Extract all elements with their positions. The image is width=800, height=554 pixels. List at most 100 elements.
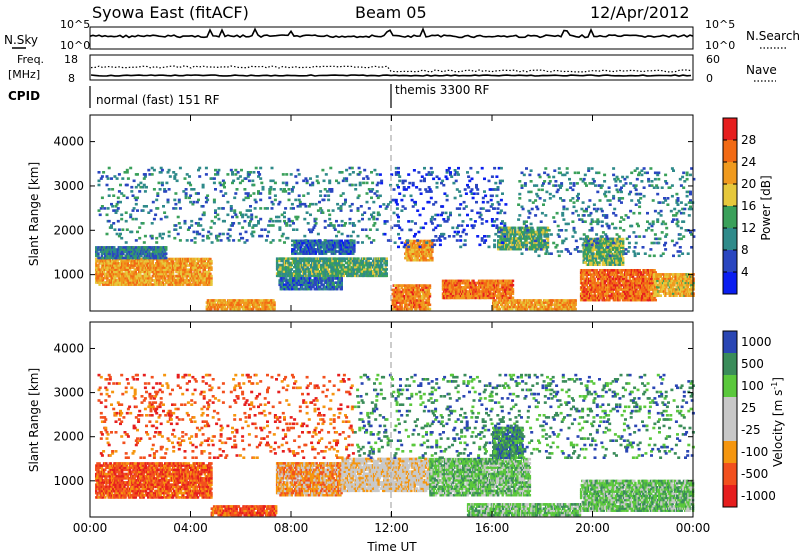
power-cell <box>176 268 179 271</box>
power-cell <box>97 256 100 260</box>
power-cell <box>337 268 340 271</box>
power-cell <box>353 257 357 260</box>
power-cell <box>114 266 117 269</box>
noise-left-tick-bottom: 10^0 <box>60 39 90 52</box>
power-cell <box>304 259 307 263</box>
power-cell <box>338 272 341 275</box>
power-cell <box>174 281 177 284</box>
nave-tick-top: 60 <box>706 53 720 66</box>
power-cell <box>279 274 282 278</box>
freq-label: Freq. <box>17 53 44 66</box>
power-cell <box>349 268 352 271</box>
power-cell <box>101 264 105 267</box>
power-cell <box>167 274 170 278</box>
power-cell <box>164 279 167 282</box>
power-cell <box>102 281 106 284</box>
power-cell <box>279 270 282 273</box>
power-cell <box>182 283 185 286</box>
power-cell <box>210 283 213 286</box>
power-cell <box>156 259 159 263</box>
power-cell <box>167 268 170 271</box>
power-cell <box>305 268 308 271</box>
power-cell <box>147 262 150 265</box>
power-cell <box>171 281 175 284</box>
power-cell <box>353 274 357 278</box>
power-cell <box>151 283 154 286</box>
power-cell <box>210 274 213 278</box>
power-cell <box>257 299 260 302</box>
power-cell <box>273 303 276 307</box>
power-cell <box>300 265 304 269</box>
power-cell <box>176 262 179 265</box>
power-cell <box>428 303 432 307</box>
power-cell <box>202 262 205 265</box>
power-cell <box>511 283 515 287</box>
power-cell <box>135 254 139 258</box>
power-cell <box>202 272 205 276</box>
power-cell <box>301 268 305 271</box>
power-cell <box>161 248 165 251</box>
power-cell <box>308 259 312 263</box>
power-cell <box>334 257 338 260</box>
power-cell <box>139 248 142 251</box>
power-cell <box>511 296 515 300</box>
power-cell <box>168 270 171 274</box>
power-cell <box>309 274 313 278</box>
power-cell <box>139 272 142 276</box>
power-cell <box>301 263 305 267</box>
power-cell <box>186 264 189 267</box>
power-cell <box>176 264 179 267</box>
power-cell <box>270 303 273 307</box>
power-cell <box>164 250 167 253</box>
power-cell <box>259 299 263 302</box>
noise-sky-line <box>89 27 694 39</box>
power-cell <box>100 250 104 253</box>
power-cell <box>165 256 168 260</box>
power-cell <box>238 307 241 311</box>
power-cell <box>251 301 255 304</box>
power-cell <box>199 268 202 271</box>
power-cell <box>294 274 297 278</box>
power-cell <box>109 279 113 282</box>
power-cell <box>141 262 144 265</box>
power-cell <box>187 279 191 282</box>
power-cell <box>272 299 275 302</box>
power-cell <box>322 261 325 265</box>
power-cell <box>178 281 182 284</box>
power-cell <box>344 272 348 275</box>
power-cell <box>95 266 98 269</box>
power-cell <box>265 305 268 309</box>
power-cell <box>130 276 133 280</box>
power-cell <box>132 246 135 249</box>
power-cell <box>230 303 233 307</box>
power-cell <box>122 248 125 251</box>
power-cell <box>210 266 213 269</box>
power-cell <box>202 274 205 278</box>
power-cell <box>546 226 550 230</box>
power-cell <box>363 257 366 260</box>
power-cell <box>128 264 132 267</box>
power-cell <box>154 272 158 276</box>
power-cell <box>114 279 117 282</box>
power-cell <box>294 263 297 267</box>
power-cell <box>331 263 334 267</box>
power-cell <box>353 268 357 271</box>
power-cell <box>165 252 168 256</box>
power-cell <box>267 303 271 307</box>
power-cell <box>185 262 188 265</box>
power-cell <box>106 256 109 260</box>
power-cell <box>164 254 167 258</box>
power-cell <box>350 272 353 275</box>
power-cell <box>154 254 158 258</box>
power-cell <box>154 256 158 260</box>
power-cell <box>320 272 323 275</box>
power-cell <box>327 272 331 275</box>
power-cell <box>95 262 98 265</box>
power-cell <box>186 281 189 284</box>
noise-right-tick-top: 10^5 <box>705 18 735 31</box>
power-cell <box>106 276 109 280</box>
power-cell <box>275 257 279 260</box>
power-cell <box>126 268 130 271</box>
power-cell <box>108 254 111 258</box>
power-cell <box>118 272 122 276</box>
